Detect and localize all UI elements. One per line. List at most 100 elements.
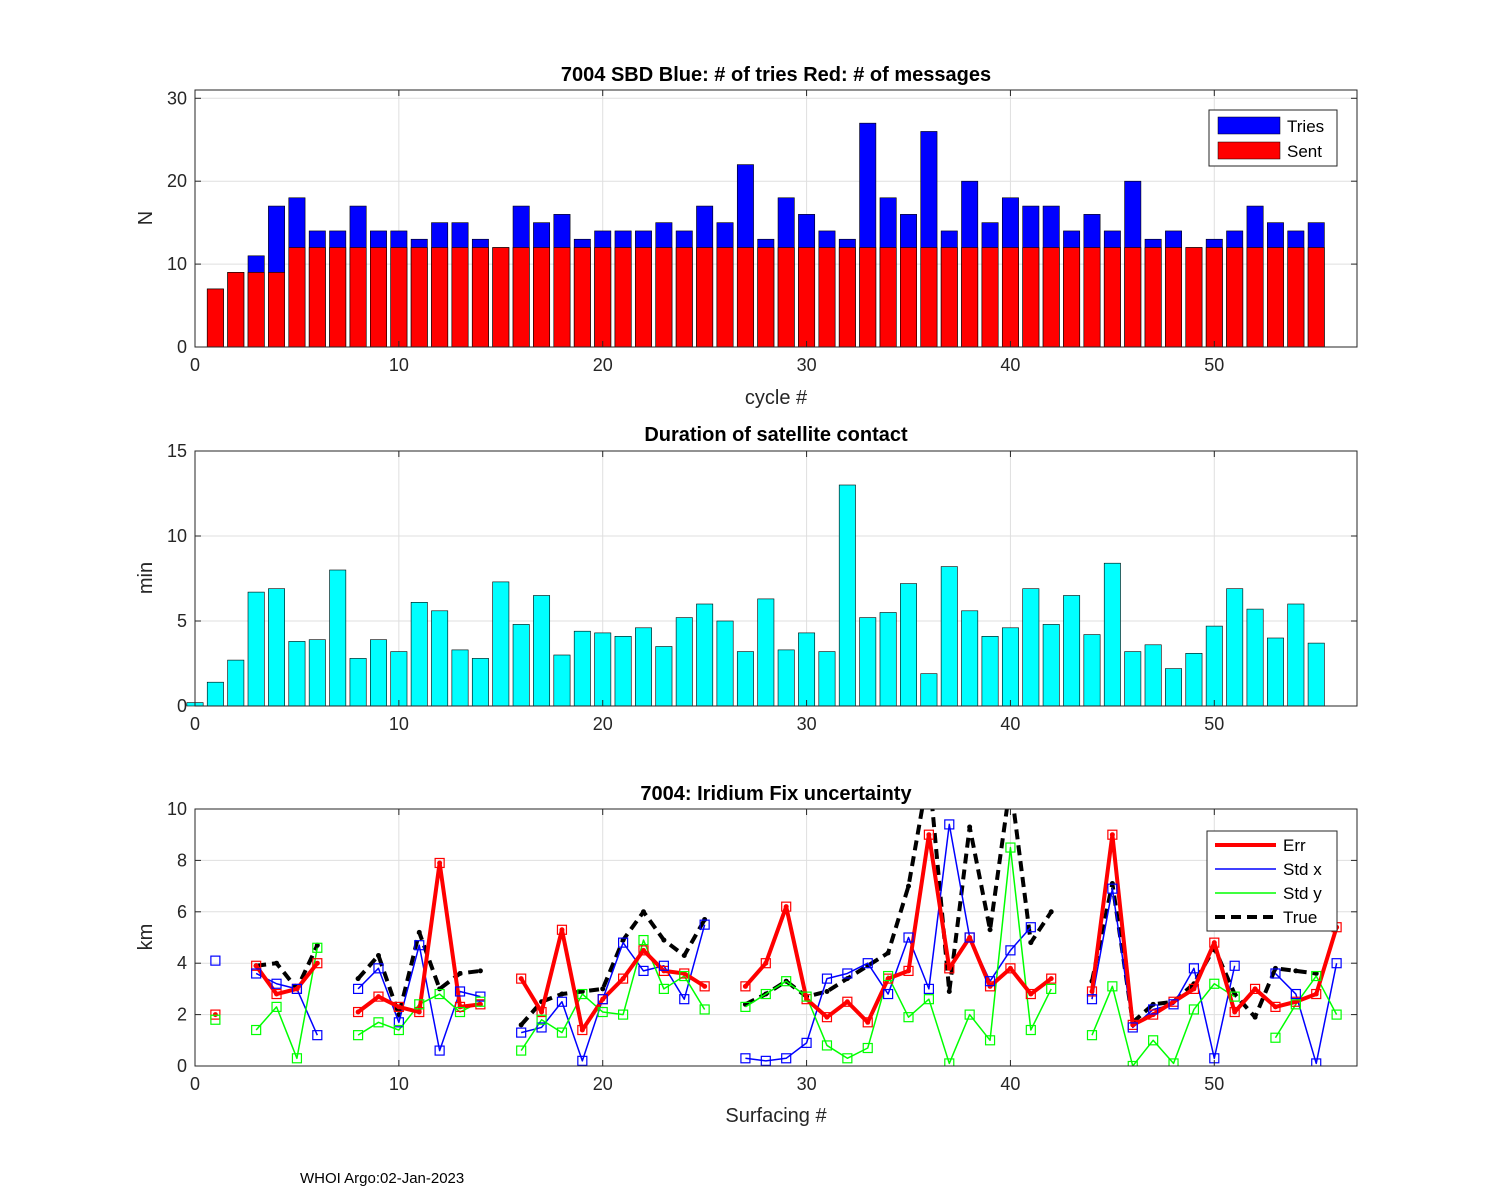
point-true <box>1048 909 1054 915</box>
duration-panel: 0 10 20 30 40 50 0 5 10 15 Duration of satellite … <box>135 424 1358 734</box>
marker-std-y <box>454 1006 466 1018</box>
legend-label-std-x: Std x <box>1283 860 1322 879</box>
marker-std-x <box>1290 988 1301 1000</box>
marker-std-y <box>271 1001 282 1012</box>
marker-err <box>923 829 934 840</box>
x-tick-label: 40 <box>1000 355 1020 375</box>
marker-std-y <box>760 988 771 1000</box>
marker-std-y <box>984 1035 996 1046</box>
y-tick-label: 5 <box>177 611 187 631</box>
bar-duration <box>961 610 979 707</box>
footer-stamp: WHOI Argo:02-Jan-2023 <box>300 1170 464 1187</box>
line-std-x <box>520 924 706 1062</box>
bar-sent <box>308 247 326 348</box>
marker-std-y <box>903 1012 914 1023</box>
marker-err <box>821 1012 833 1023</box>
bar-duration <box>736 651 754 707</box>
bar-sent <box>879 247 897 348</box>
bar-sent <box>1042 247 1060 348</box>
point-true <box>1293 968 1299 974</box>
point-err <box>783 904 789 910</box>
legend-box <box>1206 830 1338 932</box>
point-true <box>1109 881 1115 887</box>
marker-std-y <box>414 999 425 1010</box>
marker-std-x <box>352 983 364 995</box>
bar-sent <box>900 247 917 348</box>
marker-err <box>393 1001 404 1012</box>
point-err <box>946 965 952 971</box>
y-tick-label: 0 <box>177 696 187 716</box>
marker-err <box>210 1009 221 1020</box>
bar-sent <box>471 247 489 348</box>
x-tick-label: 30 <box>797 714 817 734</box>
y-tick-label: 10 <box>167 799 187 819</box>
bar-sent <box>940 247 958 348</box>
marker-std-x <box>1107 883 1118 894</box>
point-err <box>824 1014 830 1020</box>
marker-std-x <box>1005 945 1016 956</box>
point-err <box>1089 988 1095 994</box>
point-true <box>640 909 646 915</box>
point-err <box>457 1004 463 1010</box>
marker-err <box>1270 1001 1281 1012</box>
point-err <box>437 860 443 866</box>
bar-sent <box>268 272 285 348</box>
point-true <box>824 988 830 994</box>
bar-sent <box>594 247 612 348</box>
marker-std-x <box>821 973 833 984</box>
marker-err <box>352 1006 364 1018</box>
y-tick-label: 4 <box>177 953 187 973</box>
point-err <box>1028 991 1034 997</box>
marker-std-y <box>352 1030 364 1041</box>
bar-sent <box>410 247 428 348</box>
bar-duration <box>431 610 449 707</box>
point-true <box>457 970 463 976</box>
legend-swatch-tries <box>1217 116 1281 135</box>
bar-sent <box>1001 247 1019 348</box>
marker-std-y <box>618 1009 629 1020</box>
marker-std-y <box>638 934 649 946</box>
chart-title: Duration of satellite contact <box>644 424 908 446</box>
x-tick-label: 40 <box>1000 714 1020 734</box>
bar-duration <box>247 591 265 707</box>
marker-std-y <box>883 970 894 982</box>
bar-sent <box>247 272 265 348</box>
bar-sent <box>431 247 449 348</box>
marker-std-x <box>801 1037 812 1048</box>
marker-std-x <box>1025 922 1036 933</box>
point-err <box>559 927 565 933</box>
marker-std-y <box>944 1058 955 1066</box>
marker-std-y <box>536 1014 547 1025</box>
marker-std-x <box>556 996 568 1007</box>
bar-sent <box>777 247 795 348</box>
point-true <box>1150 1001 1156 1007</box>
legend: Tries Sent <box>1208 109 1338 167</box>
point-true <box>416 929 422 935</box>
line-true <box>744 809 1053 1007</box>
marker-std-y <box>862 1042 873 1054</box>
marker-err <box>1107 829 1118 840</box>
legend-label-sent: Sent <box>1287 142 1322 161</box>
bar-duration <box>329 569 347 707</box>
point-err <box>253 963 259 969</box>
point-err <box>702 983 708 989</box>
marker-std-x <box>1331 958 1342 969</box>
point-true <box>946 988 952 994</box>
marker-std-x <box>923 983 934 995</box>
marker-std-x <box>475 991 486 1002</box>
chart-title: 7004 SBD Blue: # of tries Red: # of mess… <box>561 64 991 86</box>
y-axis-label: km <box>135 924 157 951</box>
point-err <box>763 960 769 966</box>
bar-duration <box>390 651 408 707</box>
marker-std-x <box>597 994 608 1005</box>
point-true <box>926 768 931 773</box>
marker-std-y <box>801 991 812 1002</box>
marker-std-x <box>760 1055 771 1066</box>
bar-duration <box>798 632 816 707</box>
x-tick-label: 20 <box>593 1074 613 1094</box>
x-tick-label: 50 <box>1204 1074 1224 1094</box>
point-true <box>600 986 606 992</box>
y-tick-label: 10 <box>167 254 187 274</box>
bar-duration <box>1267 637 1284 707</box>
ticks: 0 10 20 30 40 50 0 10 20 30 <box>167 88 1357 375</box>
